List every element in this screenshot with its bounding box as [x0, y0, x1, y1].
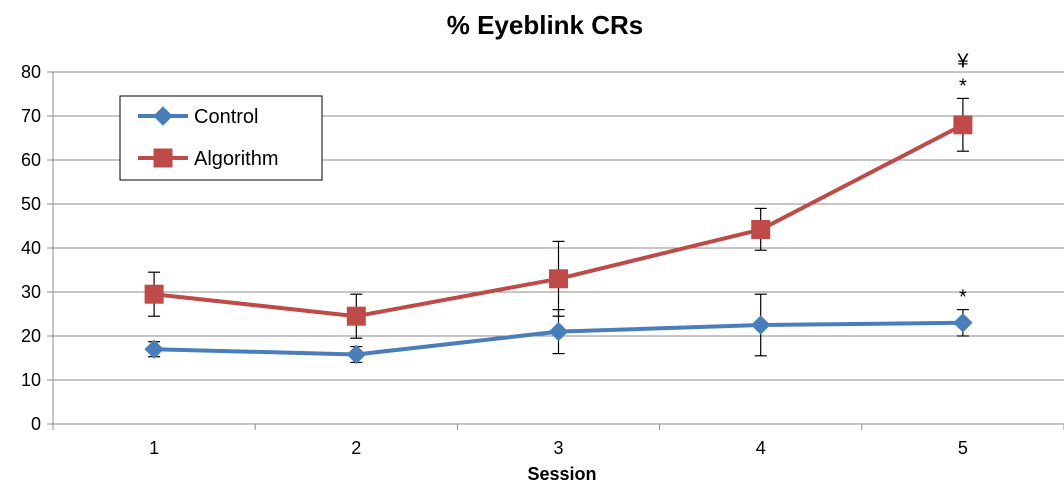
y-axis-ticks: 0 10 20 30 40 50 60 70 80 — [21, 62, 53, 434]
y-tick-label: 60 — [21, 150, 41, 170]
x-tick-label: 1 — [149, 438, 159, 458]
annotation-mark: * — [959, 287, 967, 309]
series-control — [144, 293, 973, 365]
data-point-algorithm — [549, 269, 568, 289]
data-point-algorithm — [953, 115, 973, 135]
data-point-control — [346, 344, 367, 365]
y-tick-label: 30 — [21, 282, 41, 302]
legend: Control Algorithm — [119, 95, 323, 181]
y-tick-label: 40 — [21, 238, 41, 258]
y-tick-label: 10 — [21, 370, 41, 390]
data-point-control — [548, 321, 569, 342]
data-point-control — [953, 313, 973, 333]
data-point-algorithm — [346, 306, 366, 326]
y-tick-label: 80 — [21, 62, 41, 82]
data-point-algorithm — [751, 220, 771, 240]
x-tick-label: 3 — [553, 438, 563, 458]
x-axis-label: Session — [527, 464, 596, 484]
x-tick-label: 4 — [756, 438, 766, 458]
y-tick-label: 0 — [31, 414, 41, 434]
y-tick-label: 70 — [21, 106, 41, 126]
annotation-mark: ¥ — [956, 50, 969, 72]
data-point-control — [144, 339, 164, 359]
x-axis-ticks: 1 2 3 4 5 — [52, 424, 1064, 458]
legend-marker-algorithm — [153, 148, 173, 168]
annotations: * * ¥ — [956, 50, 969, 308]
y-tick-label: 50 — [21, 194, 41, 214]
annotation-mark: * — [959, 75, 967, 97]
legend-label-control: Control — [194, 106, 258, 128]
x-tick-label: 2 — [351, 438, 361, 458]
legend-marker-control — [153, 106, 173, 126]
chart-title: % Eyeblink CRs — [447, 10, 644, 40]
x-tick-label: 5 — [958, 438, 968, 458]
data-point-algorithm — [144, 284, 164, 304]
legend-label-algorithm: Algorithm — [194, 148, 278, 170]
y-tick-label: 20 — [21, 326, 41, 346]
series-algorithm — [144, 97, 973, 339]
series-group — [144, 97, 973, 365]
data-point-control — [750, 315, 771, 335]
